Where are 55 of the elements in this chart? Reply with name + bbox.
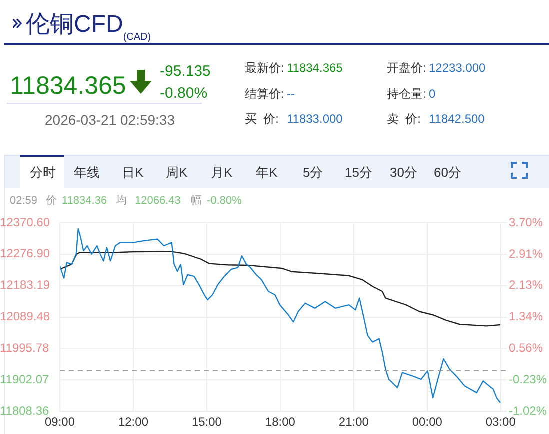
text: 分时 bbox=[30, 165, 56, 180]
text: 11842.500 bbox=[429, 112, 485, 126]
x-tick-label: 09:00 bbox=[44, 415, 76, 430]
text: 月K bbox=[211, 165, 233, 180]
text: 02:59 bbox=[10, 195, 38, 207]
y2-tick-label: 2.91% bbox=[509, 246, 544, 261]
y2-tick-label: 3.70% bbox=[509, 215, 544, 230]
text: -- bbox=[287, 87, 295, 101]
text: 卖 价: bbox=[387, 112, 422, 126]
text: 年线 bbox=[74, 165, 100, 180]
text: 5分 bbox=[303, 165, 324, 180]
chart-subtitle: (CAD) bbox=[123, 32, 152, 43]
x-tick-label: 18:00 bbox=[265, 415, 296, 430]
y2-tick-label: -1.02% bbox=[509, 404, 548, 418]
x-tick-label: 00:00 bbox=[412, 415, 443, 430]
text: 年K bbox=[256, 165, 278, 180]
text: 最新价: bbox=[245, 61, 284, 75]
text: -95.135 bbox=[160, 63, 211, 80]
y2-tick-label: 1.34% bbox=[509, 310, 544, 324]
text: 11834.36 bbox=[62, 195, 108, 207]
text: 12233.000 bbox=[429, 61, 486, 75]
text: 价 bbox=[46, 195, 57, 207]
y2-tick-label: 0.56% bbox=[509, 340, 544, 355]
text: 周K bbox=[166, 165, 188, 180]
x-tick-label: 03:00 bbox=[486, 415, 516, 430]
text: -0.80% bbox=[160, 85, 208, 102]
y-tick-label: 12089.48 bbox=[0, 310, 50, 324]
text: 11834.365 bbox=[10, 72, 126, 100]
text: 开盘价: bbox=[387, 61, 426, 75]
y-tick-label: 12276.90 bbox=[0, 246, 50, 261]
text: -0.80% bbox=[207, 195, 242, 207]
text: 买 价: bbox=[245, 112, 280, 126]
y2-tick-label: 2.13% bbox=[509, 278, 544, 292]
text: 日K bbox=[122, 165, 144, 180]
x-tick-label: 12:00 bbox=[118, 415, 149, 430]
text: 12066.43 bbox=[135, 195, 181, 207]
text: 11833.000 bbox=[287, 112, 343, 126]
y-tick-label: 11808.36 bbox=[0, 404, 50, 418]
text: 0 bbox=[429, 87, 436, 101]
y-tick-label: 12370.60 bbox=[0, 215, 50, 230]
y-tick-label: 11995.78 bbox=[0, 341, 50, 356]
text: 均 bbox=[116, 195, 127, 207]
text: 结算价: bbox=[245, 87, 284, 101]
y-tick-label: 11902.07 bbox=[0, 372, 50, 386]
text: 60分 bbox=[434, 165, 462, 180]
text: 11834.365 bbox=[287, 61, 343, 75]
y2-tick-label: -0.23% bbox=[509, 372, 548, 386]
x-tick-label: 21:00 bbox=[338, 415, 370, 430]
text: 幅 bbox=[191, 195, 202, 207]
text: 30分 bbox=[390, 165, 418, 180]
text: 15分 bbox=[345, 165, 372, 180]
text: 持仓量: bbox=[387, 87, 426, 101]
y-tick-label: 12183.19 bbox=[0, 278, 50, 292]
x-tick-label: 15:00 bbox=[192, 415, 222, 430]
text: 2026-03-21 02:59:33 bbox=[45, 112, 175, 128]
